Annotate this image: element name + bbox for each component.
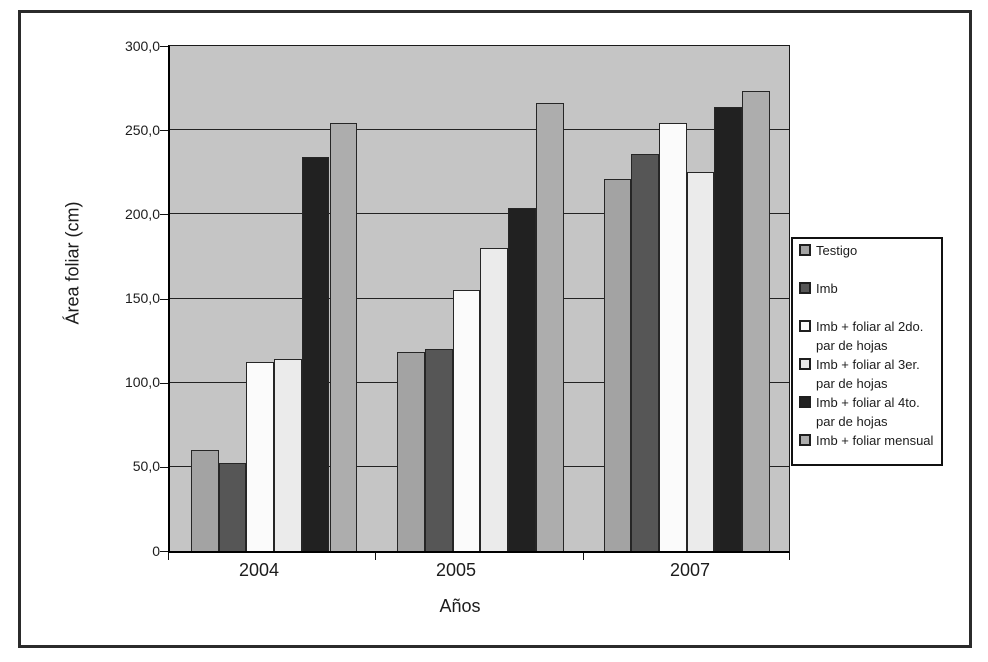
- legend-item-imb-foliar-mensual: Imb + foliar mensual: [799, 431, 941, 469]
- category-label-2005: 2005: [435, 560, 477, 580]
- legend-item-imb-foliar-al-4to-par-de: Imb + foliar al 4to. par de hojas: [799, 393, 941, 431]
- y-tick-label-50: 50,0: [132, 458, 160, 474]
- category-label-2007: 2007: [669, 560, 711, 580]
- legend-swatch-icon: [799, 396, 811, 408]
- bar-2004-testigo: [191, 450, 219, 551]
- legend-label: Imb: [816, 281, 838, 296]
- y-tick-label-250: 250,0: [124, 122, 160, 138]
- y-tick-label-100: 100,0: [124, 374, 160, 390]
- x-tick-mark-0: [168, 553, 169, 560]
- legend-label: Imb + foliar mensual: [816, 433, 934, 448]
- legend-label: Testigo: [816, 243, 858, 258]
- bar-2007-imb-foliar-mensual: [742, 91, 770, 551]
- gridline-200: [170, 213, 789, 215]
- bar-2004-imb: [218, 463, 247, 551]
- legend-swatch-icon: [799, 244, 811, 256]
- y-tick-mark-200: [160, 214, 168, 215]
- bar-2007-imb: [631, 153, 660, 551]
- y-tick-label-300: 300,0: [124, 38, 160, 54]
- bar-2007-testigo: [603, 178, 632, 551]
- y-tick-label-200: 200,0: [124, 206, 160, 222]
- legend-box: Testigo Imb Imb + foliar al 2do. par de ho…: [791, 237, 943, 466]
- bar-2005-imb-foliar-al-4to-par-de: [508, 207, 536, 551]
- bar-2004-imb-foliar-al-4to-par-de: [301, 157, 330, 551]
- category-label-2004: 2004: [238, 560, 280, 580]
- bar-2004-imb-foliar-al-3er-par-de: [274, 359, 302, 551]
- y-tick-label-0: 0: [152, 543, 160, 559]
- y-tick-mark-150: [160, 299, 168, 300]
- legend-swatch-icon: [799, 320, 811, 332]
- x-axis-title: Años: [439, 596, 481, 616]
- bar-2005-imb-foliar-al-2do-par-de: [452, 290, 481, 551]
- legend-item-imb: Imb: [799, 279, 941, 317]
- x-tick-mark-2: [583, 553, 584, 560]
- bar-2007-imb-foliar-al-4to-par-de: [714, 106, 743, 551]
- plot-area: [168, 45, 790, 553]
- bar-2005-imb-foliar-al-3er-par-de: [480, 248, 509, 551]
- x-tick-mark-1: [375, 553, 376, 560]
- y-tick-mark-250: [160, 130, 168, 131]
- legend-swatch-icon: [799, 434, 811, 446]
- legend-label: Imb + foliar al 3er. par de hojas: [816, 357, 920, 391]
- legend-item-imb-foliar-al-3er-par-de: Imb + foliar al 3er. par de hojas: [799, 355, 941, 393]
- y-tick-label-150: 150,0: [124, 290, 160, 306]
- y-tick-mark-300: [160, 46, 168, 47]
- legend-label: Imb + foliar al 2do. par de hojas: [816, 319, 924, 353]
- legend-label: Imb + foliar al 4to. par de hojas: [816, 395, 920, 429]
- legend-swatch-icon: [799, 358, 811, 370]
- bar-2004-imb-foliar-mensual: [329, 123, 358, 551]
- bar-2007-imb-foliar-al-2do-par-de: [659, 123, 687, 551]
- bar-2004-imb-foliar-al-2do-par-de: [246, 362, 275, 551]
- legend-item-imb-foliar-al-2do-par-de: Imb + foliar al 2do. par de hojas: [799, 317, 941, 355]
- bar-2005-testigo: [397, 352, 426, 551]
- y-tick-mark-0: [160, 551, 168, 552]
- legend-swatch-icon: [799, 282, 811, 294]
- legend-item-testigo: Testigo: [799, 241, 941, 279]
- x-tick-mark-3: [789, 553, 790, 560]
- bar-2005-imb: [425, 349, 453, 551]
- bar-2005-imb-foliar-mensual: [535, 103, 564, 551]
- y-tick-mark-50: [160, 467, 168, 468]
- y-tick-mark-100: [160, 383, 168, 384]
- gridline-250: [170, 129, 789, 131]
- bar-2007-imb-foliar-al-3er-par-de: [686, 172, 715, 551]
